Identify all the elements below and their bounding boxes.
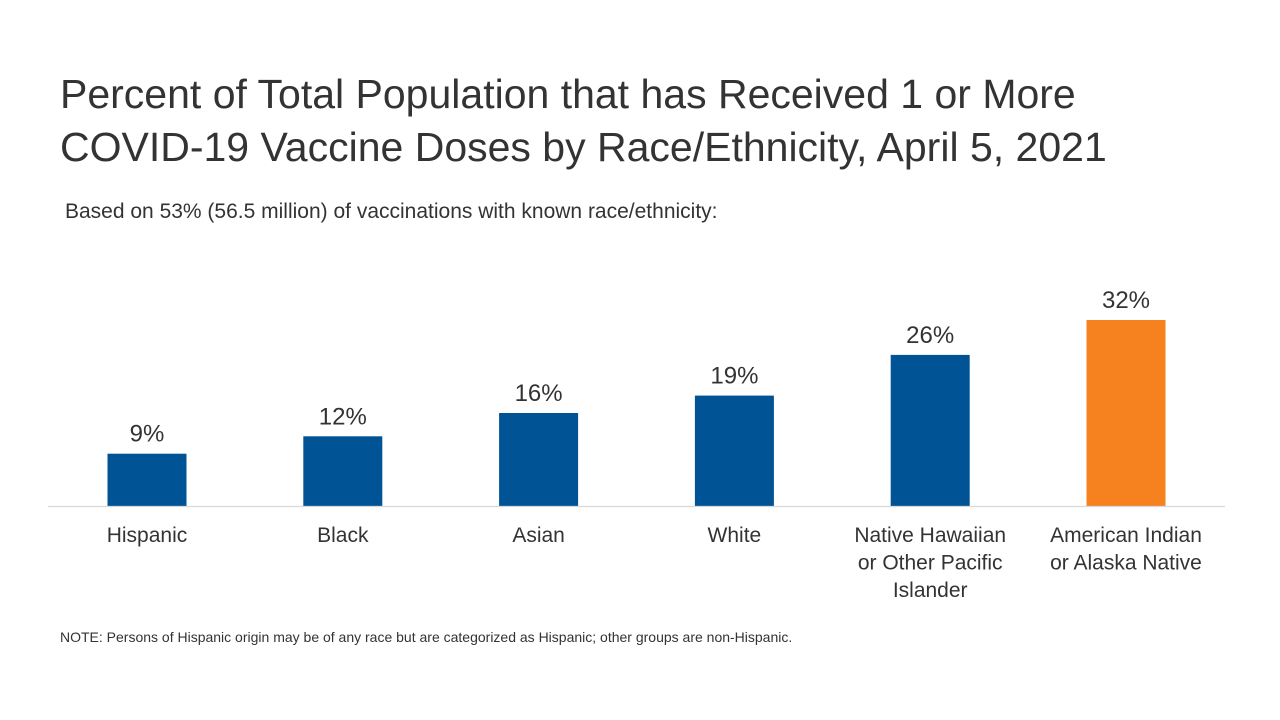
category-label-5-line-1: or Alaska Native: [1050, 552, 1202, 575]
category-label-2: Asian: [512, 524, 565, 547]
bar-4: [890, 354, 970, 506]
category-label-4-line-1: or Other Pacific: [858, 552, 1003, 575]
category-label-5-line-0: American Indian: [1050, 524, 1202, 547]
value-labels-group: 9% 12% 16% 19% 26% 32%: [130, 287, 1150, 448]
category-label-4-line-2: Islander: [893, 579, 968, 602]
footnote: NOTE: Persons of Hispanic origin may be …: [60, 629, 793, 645]
chart-title-line-1: Percent of Total Population that has Rec…: [60, 71, 1076, 117]
chart-subtitle: Based on 53% (56.5 million) of vaccinati…: [65, 200, 718, 223]
category-label-0: Hispanic: [107, 524, 188, 547]
value-label-3: 19%: [710, 363, 758, 390]
category-label-1: Black: [317, 524, 369, 547]
chart-title: Percent of Total Population that has Rec…: [60, 68, 1240, 174]
value-label-4: 26%: [906, 322, 954, 349]
category-label-4-line-0: Native Hawaiian: [854, 524, 1006, 547]
chart-title-line-2: COVID-19 Vaccine Doses by Race/Ethnicity…: [60, 124, 1107, 170]
category-labels-group: Hispanic Black Asian White Native Hawaiian or…: [107, 524, 1202, 602]
bar-1: [303, 436, 383, 507]
bars-group: [107, 320, 1166, 507]
category-label-3: White: [708, 524, 762, 547]
bar-2: [499, 413, 579, 506]
value-label-5: 32%: [1102, 287, 1150, 314]
bar-5: [1086, 320, 1166, 506]
bar-3: [694, 395, 774, 506]
value-label-0: 9%: [130, 421, 165, 448]
value-label-1: 12%: [319, 403, 367, 430]
value-label-2: 16%: [515, 380, 563, 407]
bar-0: [107, 453, 187, 506]
